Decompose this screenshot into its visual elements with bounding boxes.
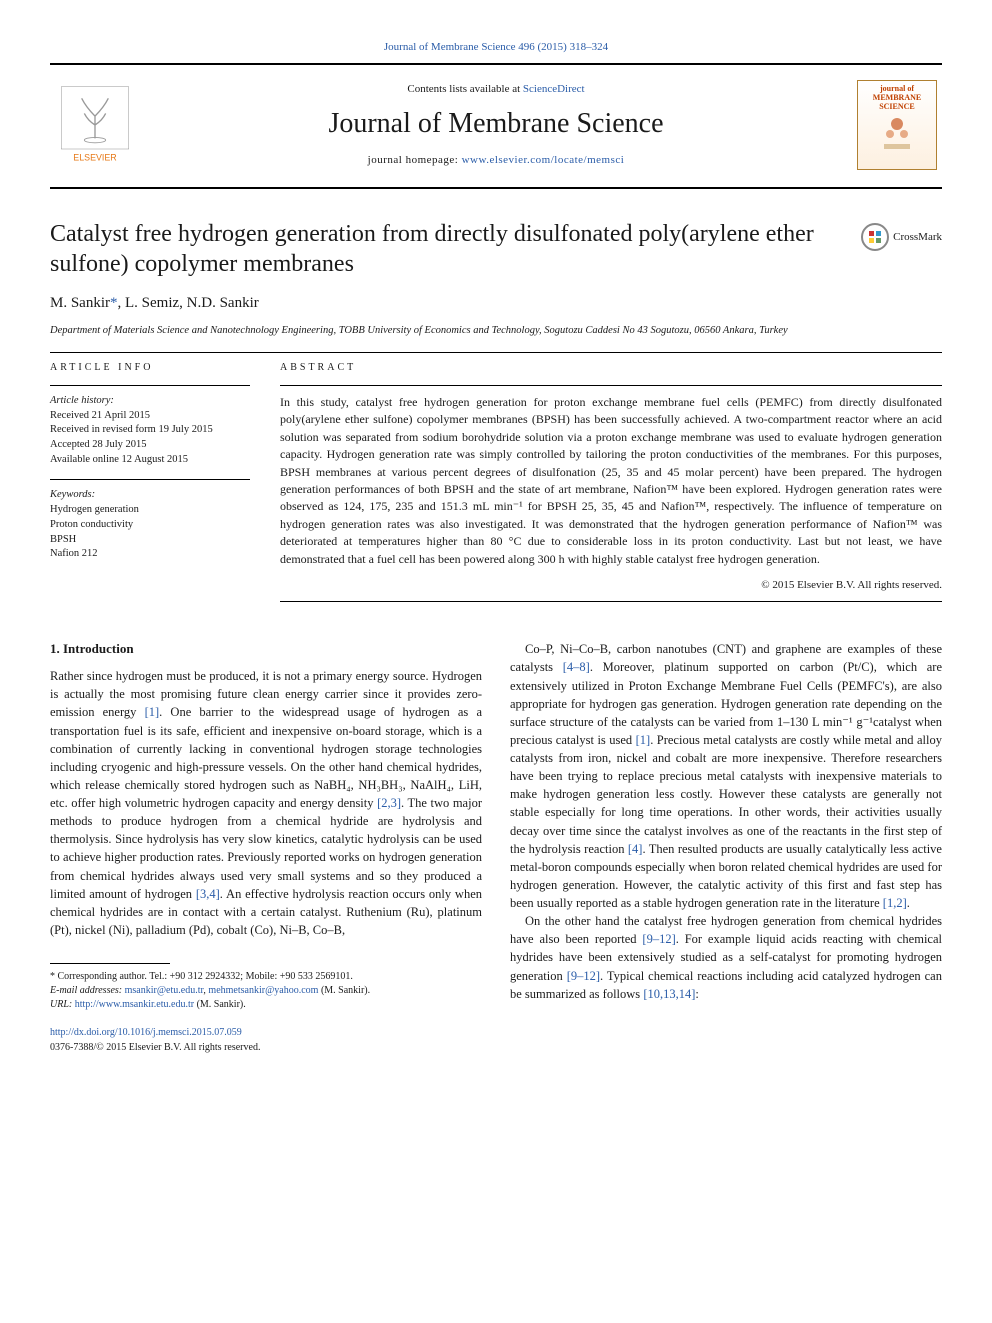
- corr-author-note: * Corresponding author. Tel.: +90 312 29…: [50, 970, 482, 984]
- article-info-head: article info: [50, 361, 250, 375]
- journal-cover-thumb: journal of MEMBRANE SCIENCE: [852, 75, 942, 175]
- footnote-divider: [50, 963, 170, 964]
- abstract-head: abstract: [280, 361, 942, 375]
- journal-ref-link[interactable]: Journal of Membrane Science 496 (2015) 3…: [384, 41, 608, 53]
- divider: [280, 385, 942, 386]
- body-text: 1. Introduction Rather since hydrogen mu…: [50, 640, 942, 1055]
- homepage-link[interactable]: www.elsevier.com/locate/memsci: [462, 154, 625, 166]
- email-link[interactable]: mehmetsankir@yahoo.com: [208, 985, 318, 996]
- revised-date: Received in revised form 19 July 2015: [50, 423, 250, 438]
- divider: [50, 479, 250, 480]
- keyword: BPSH: [50, 533, 250, 548]
- email-label: E-mail addresses:: [50, 985, 122, 996]
- online-date: Available online 12 August 2015: [50, 453, 250, 468]
- copyright-line: © 2015 Elsevier B.V. All rights reserved…: [280, 578, 942, 593]
- email-name: (M. Sankir).: [321, 985, 370, 996]
- cover-line3: SCIENCE: [873, 103, 921, 112]
- footnotes: * Corresponding author. Tel.: +90 312 29…: [50, 970, 482, 1012]
- homepage-line: journal homepage: www.elsevier.com/locat…: [140, 153, 852, 168]
- corr-marker: *: [110, 295, 118, 311]
- author-url-link[interactable]: http://www.msankir.etu.edu.tr: [75, 999, 194, 1010]
- journal-reference: Journal of Membrane Science 496 (2015) 3…: [50, 40, 942, 55]
- keyword: Hydrogen generation: [50, 503, 250, 518]
- affiliation: Department of Materials Science and Nano…: [50, 324, 942, 338]
- article-info-column: article info Article history: Received 2…: [50, 361, 250, 610]
- authors-rest: , L. Semiz, N.D. Sankir: [118, 295, 259, 311]
- abstract-text: In this study, catalyst free hydrogen ge…: [280, 394, 942, 568]
- keyword: Proton conductivity: [50, 518, 250, 533]
- email-link[interactable]: msankir@etu.edu.tr: [125, 985, 204, 996]
- authors: M. Sankir*, L. Semiz, N.D. Sankir: [50, 293, 942, 314]
- abstract-column: abstract In this study, catalyst free hy…: [280, 361, 942, 610]
- homepage-prefix: journal homepage:: [368, 154, 462, 166]
- divider: [50, 352, 942, 353]
- doi-link[interactable]: http://dx.doi.org/10.1016/j.memsci.2015.…: [50, 1027, 242, 1038]
- received-date: Received 21 April 2015: [50, 409, 250, 424]
- svg-text:ELSEVIER: ELSEVIER: [73, 153, 116, 163]
- contents-prefix: Contents lists available at: [407, 83, 522, 95]
- crossmark-badge[interactable]: CrossMark: [861, 223, 942, 251]
- journal-name: Journal of Membrane Science: [140, 104, 852, 143]
- url-label: URL:: [50, 999, 72, 1010]
- contents-line: Contents lists available at ScienceDirec…: [140, 82, 852, 97]
- keywords-label: Keywords:: [50, 488, 250, 503]
- cover-art-icon: [872, 112, 922, 152]
- body-paragraph: On the other hand the catalyst free hydr…: [510, 912, 942, 1003]
- divider: [280, 601, 942, 602]
- elsevier-tree-icon: ELSEVIER: [55, 85, 135, 165]
- keyword: Nafion 212: [50, 547, 250, 562]
- sciencedirect-link[interactable]: ScienceDirect: [523, 83, 585, 95]
- issn-line: 0376-7388/© 2015 Elsevier B.V. All right…: [50, 1041, 482, 1056]
- url-name: (M. Sankir).: [197, 999, 246, 1010]
- crossmark-label: CrossMark: [893, 230, 942, 245]
- body-paragraph: Co–P, Ni–Co–B, carbon nanotubes (CNT) an…: [510, 640, 942, 912]
- publisher-logo: ELSEVIER: [50, 80, 140, 170]
- doi-block: http://dx.doi.org/10.1016/j.memsci.2015.…: [50, 1026, 482, 1055]
- divider: [50, 385, 250, 386]
- author-primary: M. Sankir: [50, 295, 110, 311]
- accepted-date: Accepted 28 July 2015: [50, 438, 250, 453]
- article-title: Catalyst free hydrogen generation from d…: [50, 219, 942, 279]
- crossmark-icon: [861, 223, 889, 251]
- masthead: ELSEVIER Contents lists available at Sci…: [50, 63, 942, 189]
- body-paragraph: Rather since hydrogen must be produced, …: [50, 667, 482, 939]
- history-label: Article history:: [50, 394, 250, 409]
- section-heading: 1. Introduction: [50, 640, 482, 659]
